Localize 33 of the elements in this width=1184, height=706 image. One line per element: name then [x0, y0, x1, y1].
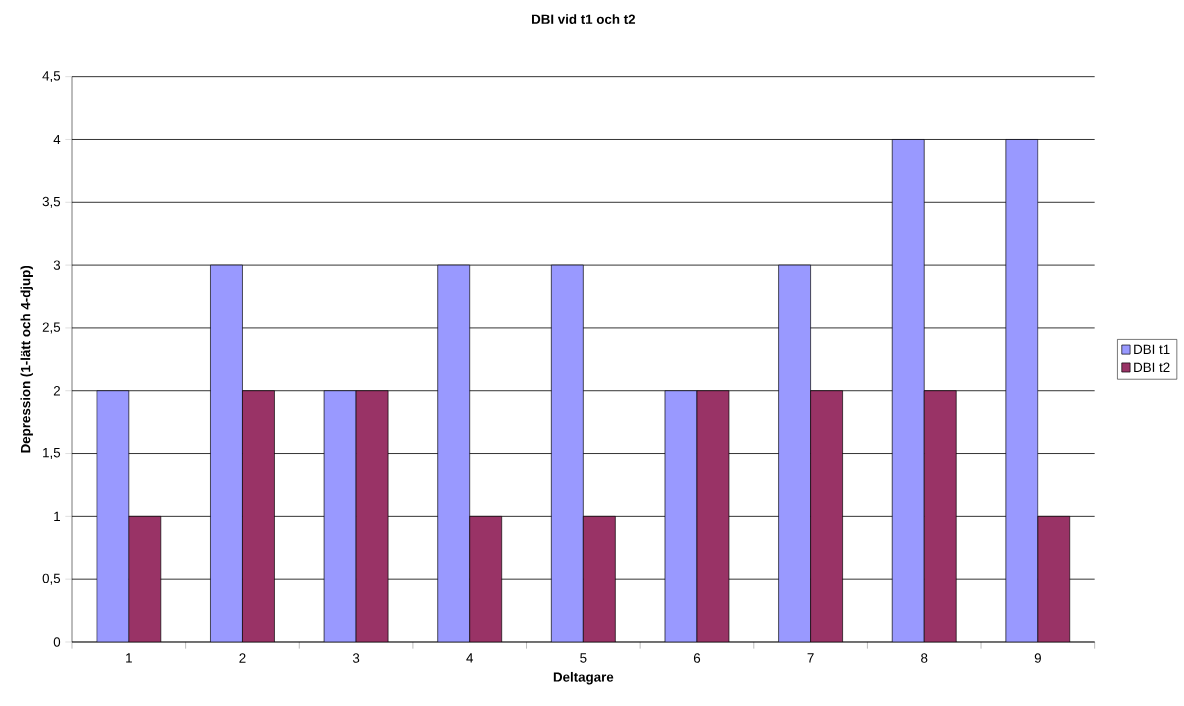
- bar: [210, 265, 243, 642]
- x-tick-label: 2: [239, 653, 246, 663]
- bar: [96, 390, 129, 642]
- x-axis-title: Deltagare: [553, 671, 614, 685]
- bar: [437, 265, 470, 642]
- y-tick-label: 1: [54, 511, 60, 521]
- chart-title: DBI vid t1 och t2: [532, 14, 636, 24]
- x-tick-label: 7: [807, 653, 814, 663]
- y-tick-label: 3: [53, 260, 61, 270]
- y-tick-label: 3,5: [42, 196, 61, 208]
- x-tick-label: 8: [921, 653, 928, 663]
- x-tick-label: 1: [126, 653, 132, 663]
- x-tick-label: 5: [580, 653, 587, 663]
- x-tick-label: 6: [693, 653, 701, 663]
- y-tick-label: 1,5: [43, 448, 61, 459]
- y-tick-label: 4: [53, 134, 61, 145]
- x-tick-label: 4: [466, 653, 474, 663]
- bar: [778, 265, 811, 642]
- y-tick-label: 2: [53, 386, 60, 396]
- y-tick-label: 0: [53, 637, 61, 647]
- bar: [664, 390, 697, 642]
- x-tick-label: 3: [352, 653, 360, 663]
- bar: [551, 265, 584, 642]
- y-tick-label: 4,5: [42, 71, 61, 83]
- y-axis-title: Depression (1-lätt och 4-djup): [20, 265, 33, 453]
- legend-label: DBI t1: [1134, 344, 1170, 355]
- bar: [1005, 139, 1039, 642]
- x-tick-label: 9: [1034, 653, 1041, 663]
- bar: [892, 139, 925, 642]
- y-tick-label: 0,5: [42, 573, 61, 585]
- legend-label: DBI t2: [1134, 362, 1170, 372]
- y-tick-label: 2,5: [42, 322, 61, 334]
- bar: [324, 390, 357, 642]
